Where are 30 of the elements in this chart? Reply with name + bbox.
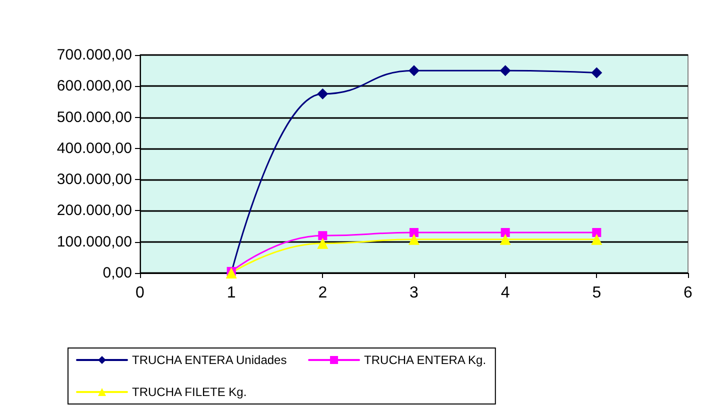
point: [591, 234, 602, 245]
point: [317, 238, 328, 249]
point: [591, 67, 602, 78]
y-tick-label: 700.000,00: [56, 46, 132, 64]
legend-label: TRUCHA ENTERA Kg.: [364, 353, 486, 367]
x-tick-label: 5: [592, 284, 602, 302]
y-tick-label: 500.000,00: [56, 108, 132, 126]
y-tick-label: 100.000,00: [56, 233, 132, 250]
x-tick-label: 3: [410, 284, 419, 302]
legend-label: TRUCHA ENTERA Unidades: [132, 353, 287, 367]
y-tick-label: 200.000,00: [56, 202, 132, 220]
point: [592, 228, 602, 238]
point: [500, 234, 511, 245]
y-tick-label: 0,00: [102, 264, 132, 282]
point: [500, 65, 511, 76]
x-tick-label: 0: [136, 284, 145, 302]
point: [410, 228, 418, 238]
legend-label: TRUCHA FILETE Kg.: [132, 385, 247, 399]
y-tick-label: 300.000,00: [56, 171, 132, 188]
y-tick-label: 400.000,00: [56, 140, 132, 157]
x-tick-label: 1: [226, 284, 236, 302]
point: [500, 228, 510, 238]
x-tick-label: 6: [684, 284, 693, 302]
point: [408, 65, 420, 76]
y-tick-label: 600.000,00: [56, 78, 132, 95]
x-tick-label: 2: [318, 284, 328, 302]
point: [318, 231, 328, 240]
point: [408, 234, 420, 245]
point: [317, 88, 328, 100]
x-tick-label: 4: [500, 284, 510, 302]
